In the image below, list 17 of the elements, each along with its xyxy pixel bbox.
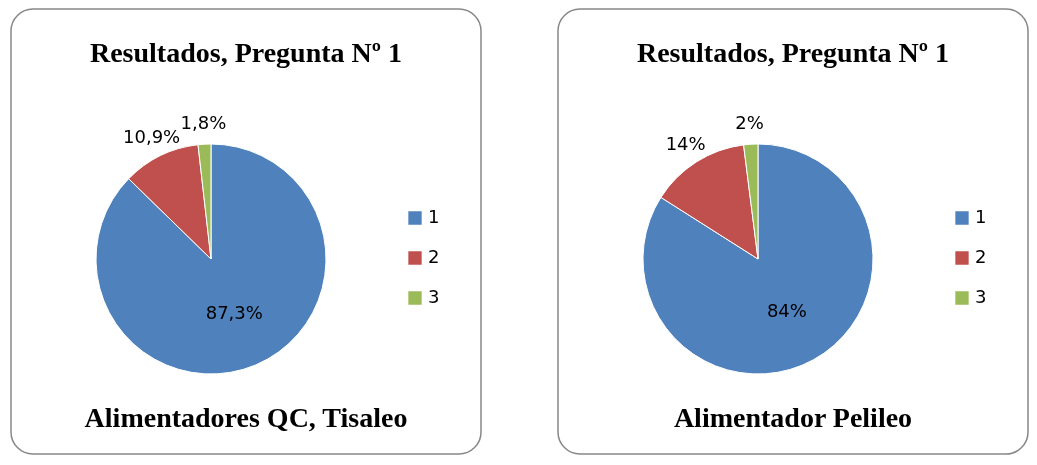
chart-title: Resultados, Pregunta Nº 1: [636, 37, 950, 68]
legend-label: 3: [975, 286, 987, 307]
legend-label: 1: [428, 206, 440, 227]
pie-slice: [95, 143, 327, 375]
text: Alimentador Pelileo: [673, 402, 913, 433]
legend-label: 1: [975, 206, 987, 227]
legend-label: 2: [975, 246, 987, 267]
data-label: 14%: [665, 133, 706, 155]
chart-title: Resultados, Pregunta Nº 1: [89, 37, 403, 68]
data-label: 2%: [735, 112, 764, 134]
data-label: 84%: [766, 299, 807, 321]
data-label: 87,3%: [205, 302, 263, 324]
legend-label: 3: [428, 286, 440, 307]
text: Alimentadores QC, Tisaleo: [84, 402, 408, 433]
data-label: 1,8%: [180, 112, 227, 134]
data-label: 10,9%: [123, 125, 181, 147]
legend-label: 2: [428, 246, 440, 267]
